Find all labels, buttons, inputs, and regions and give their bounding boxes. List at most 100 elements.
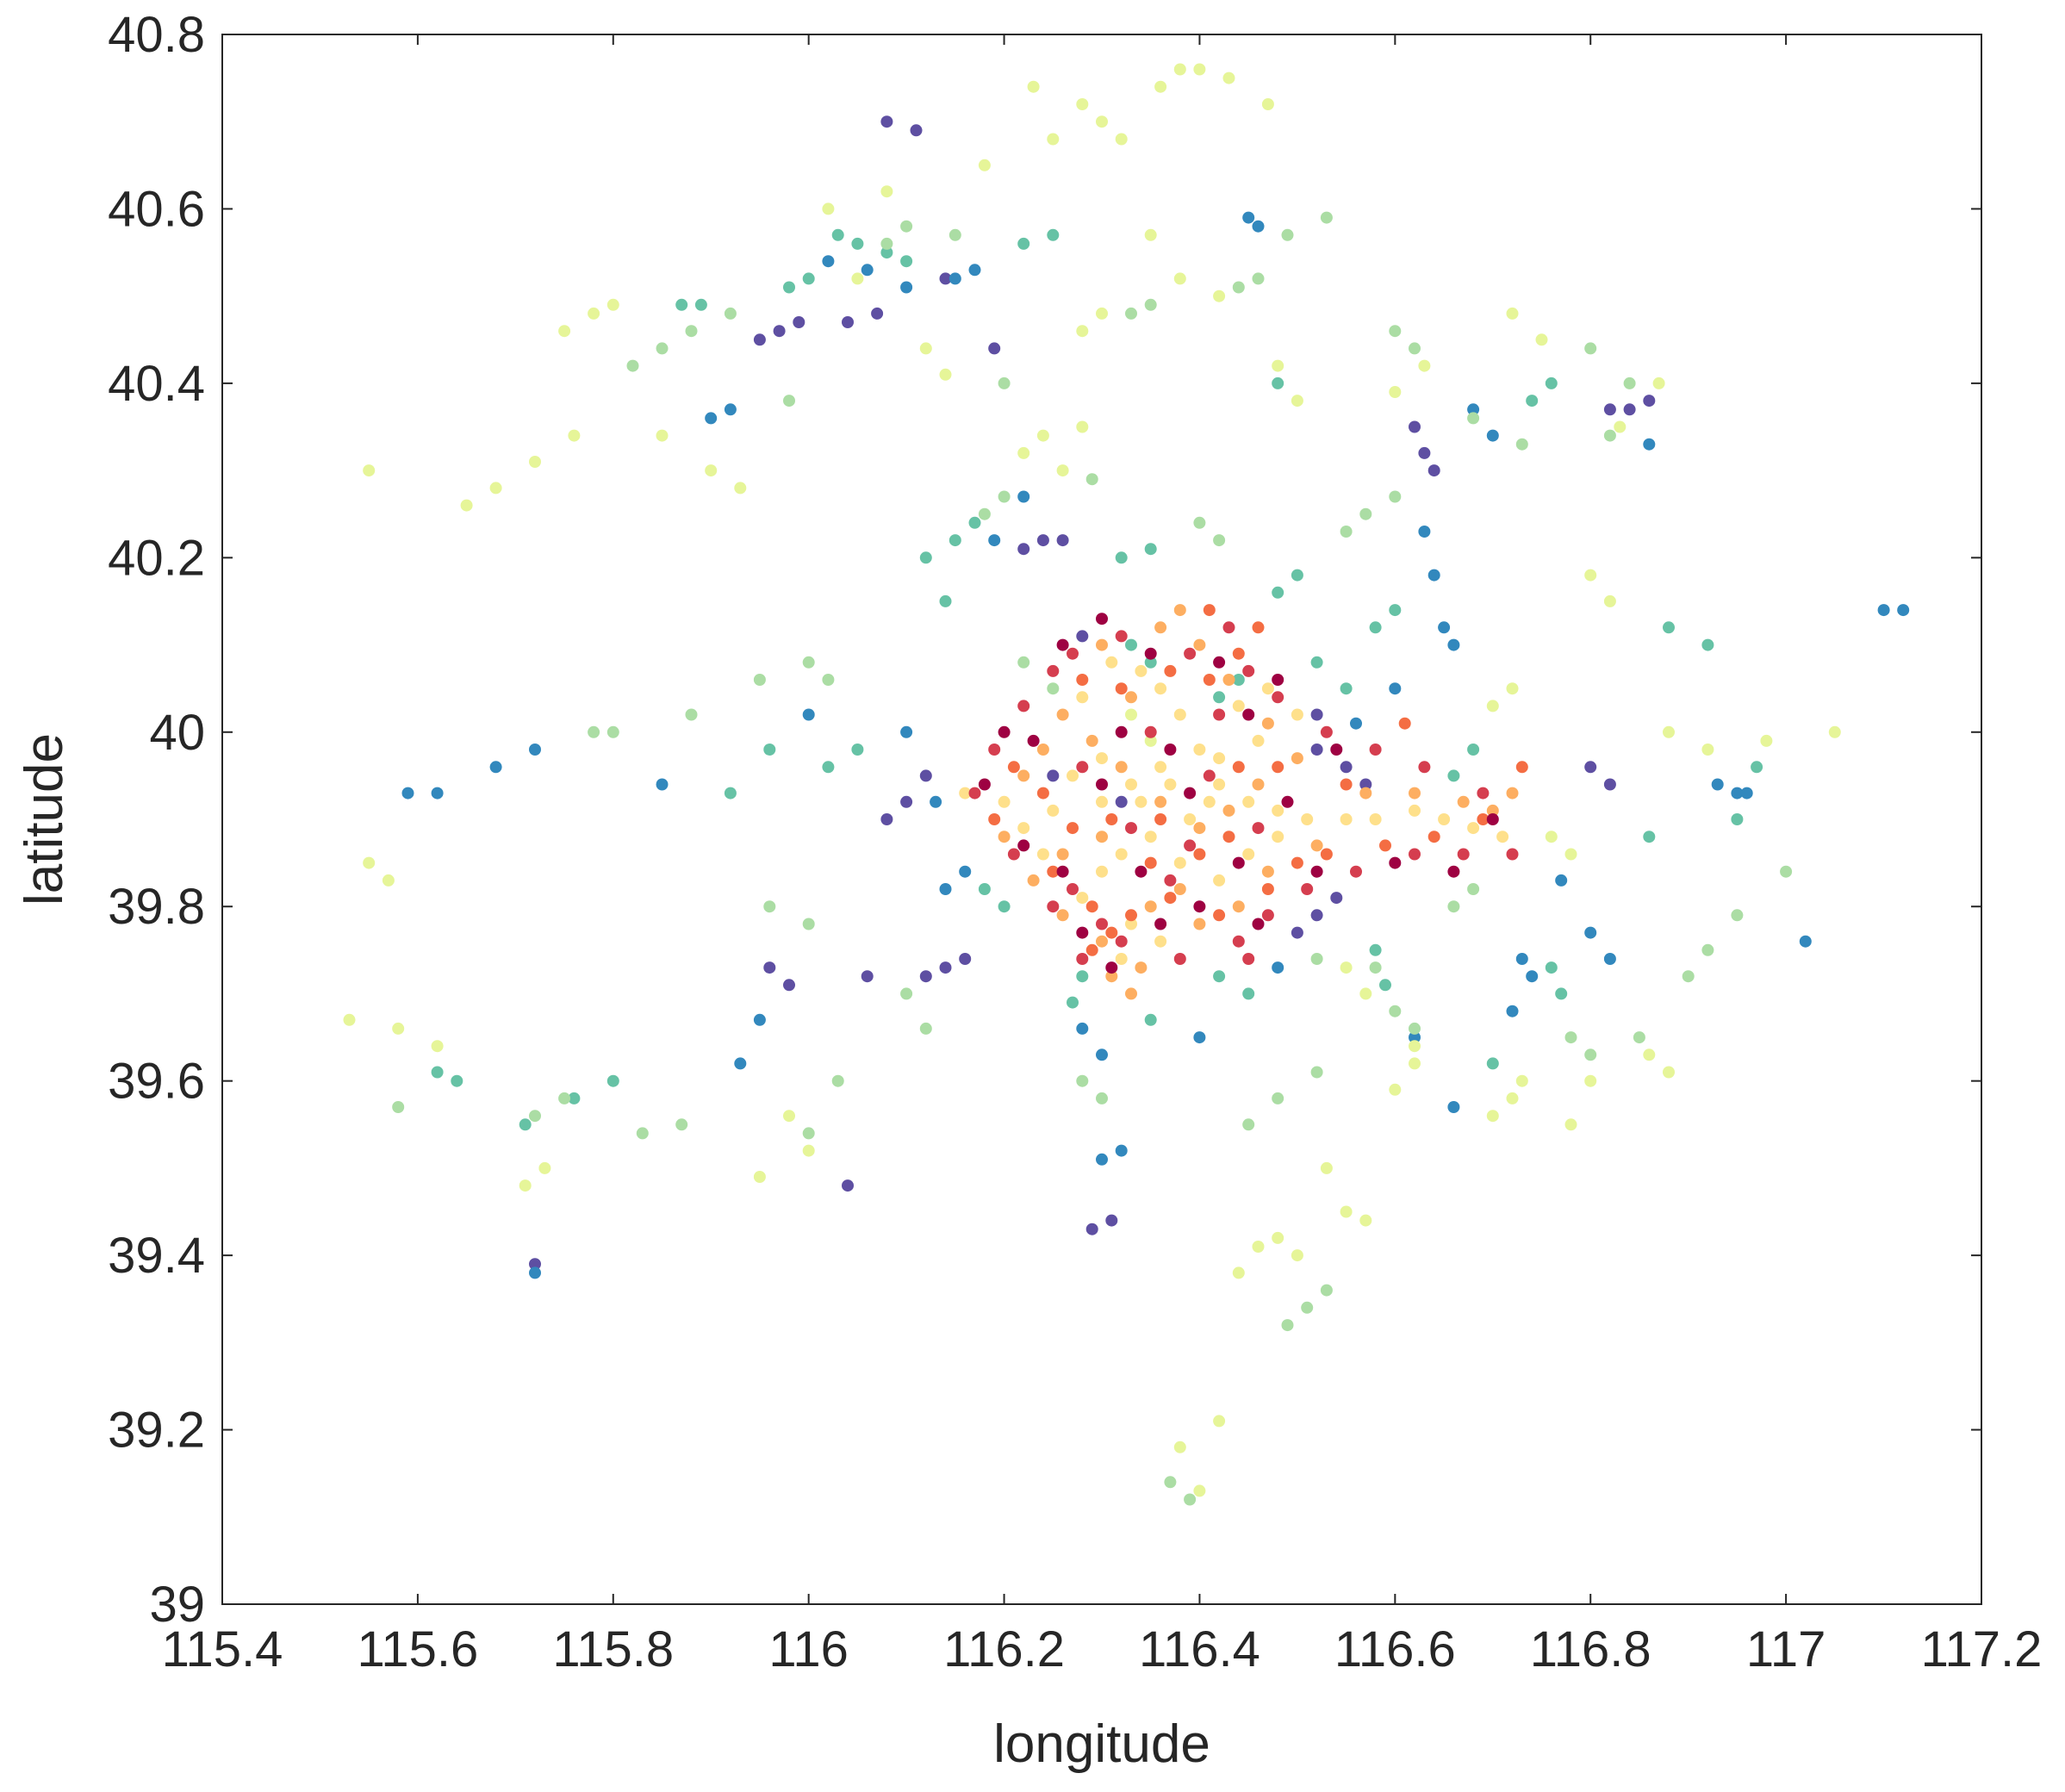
- data-point: [1409, 848, 1421, 861]
- data-point: [1222, 621, 1235, 634]
- data-point: [1310, 744, 1323, 756]
- data-point: [1007, 761, 1020, 774]
- y-tick-label: 39.2: [108, 1403, 205, 1459]
- data-point: [1085, 900, 1098, 913]
- data-point: [802, 1144, 815, 1157]
- data-point: [959, 953, 972, 965]
- data-point: [1477, 813, 1490, 825]
- data-point: [1564, 848, 1577, 861]
- data-point: [1506, 307, 1519, 320]
- x-tick-label: 116.2: [943, 1621, 1065, 1677]
- data-point: [1203, 604, 1216, 617]
- data-point: [919, 1022, 932, 1035]
- data-point: [1085, 1223, 1098, 1235]
- data-point: [588, 307, 600, 320]
- data-point: [1828, 725, 1841, 738]
- data-point: [753, 333, 766, 346]
- data-point: [998, 795, 1011, 808]
- data-point: [802, 708, 815, 721]
- data-point: [1780, 865, 1793, 878]
- y-tick-label: 39.8: [108, 879, 205, 935]
- data-point: [1193, 63, 1206, 76]
- data-point: [1047, 769, 1060, 782]
- data-point: [1135, 961, 1148, 974]
- data-point: [998, 490, 1011, 503]
- data-point: [1438, 621, 1451, 634]
- data-point: [489, 761, 502, 774]
- data-point: [1105, 970, 1118, 983]
- data-point: [1701, 943, 1714, 956]
- data-point: [1027, 80, 1040, 93]
- data-point: [1115, 795, 1128, 808]
- data-point: [1164, 892, 1177, 905]
- data-point: [1036, 744, 1049, 756]
- data-point: [1154, 918, 1167, 930]
- data-point: [1213, 1415, 1226, 1428]
- data-point: [1379, 979, 1391, 992]
- data-point: [900, 220, 913, 233]
- x-tick-label: 115.4: [162, 1621, 283, 1677]
- data-point: [1486, 804, 1499, 817]
- data-point: [880, 115, 893, 128]
- data-point: [1027, 734, 1040, 747]
- data-point: [880, 237, 893, 250]
- data-point: [1320, 211, 1333, 224]
- data-point: [1047, 228, 1060, 241]
- data-point: [724, 403, 737, 416]
- data-point: [401, 787, 414, 800]
- x-tick-labels: 115.4 115.6 115.8 116 116.2 116.4 116.6 116.8 11…: [162, 1621, 2043, 1677]
- data-point: [1409, 342, 1421, 355]
- data-point: [1017, 446, 1030, 459]
- data-point: [1017, 656, 1030, 669]
- data-point: [1144, 228, 1157, 241]
- data-point: [1389, 1005, 1402, 1017]
- data-point: [1203, 795, 1216, 808]
- data-point: [1320, 725, 1333, 738]
- data-point: [900, 255, 913, 268]
- data-point: [1144, 656, 1157, 669]
- data-point: [1389, 490, 1402, 503]
- data-point: [1067, 769, 1079, 782]
- data-point: [1164, 778, 1177, 791]
- data-point: [1340, 761, 1353, 774]
- data-point: [1272, 586, 1284, 599]
- data-point: [1409, 787, 1421, 800]
- data-point: [861, 264, 874, 277]
- data-point: [1173, 953, 1186, 965]
- data-point: [636, 1127, 649, 1140]
- data-point: [1555, 987, 1568, 1000]
- data-point: [1096, 638, 1108, 651]
- data-point: [1261, 717, 1274, 730]
- data-point: [1096, 1092, 1108, 1104]
- data-point: [675, 1118, 688, 1131]
- data-point: [1457, 848, 1470, 861]
- data-point: [851, 237, 864, 250]
- data-point: [822, 674, 835, 686]
- data-point: [998, 376, 1011, 389]
- data-point: [773, 325, 786, 338]
- data-point: [1184, 813, 1197, 825]
- data-point: [1144, 856, 1157, 869]
- data-point: [919, 342, 932, 355]
- data-point: [538, 1161, 551, 1174]
- data-point: [763, 744, 776, 756]
- data-point: [988, 813, 1001, 825]
- data-point: [1096, 918, 1108, 930]
- data-point: [656, 429, 669, 442]
- data-point: [1272, 691, 1284, 704]
- x-tick-label: 117: [1746, 1621, 1826, 1677]
- y-tick-label: 40.2: [108, 530, 205, 586]
- points-layer: [343, 63, 1910, 1506]
- data-point: [1272, 761, 1284, 774]
- data-point: [685, 325, 698, 338]
- data-point: [1096, 307, 1108, 320]
- data-point: [1056, 708, 1069, 721]
- data-point: [568, 429, 581, 442]
- data-point: [1242, 795, 1255, 808]
- data-point: [959, 787, 972, 800]
- data-point: [1222, 831, 1235, 843]
- data-point: [1232, 856, 1245, 869]
- data-point: [1047, 664, 1060, 677]
- y-tick-label: 40.8: [108, 7, 205, 63]
